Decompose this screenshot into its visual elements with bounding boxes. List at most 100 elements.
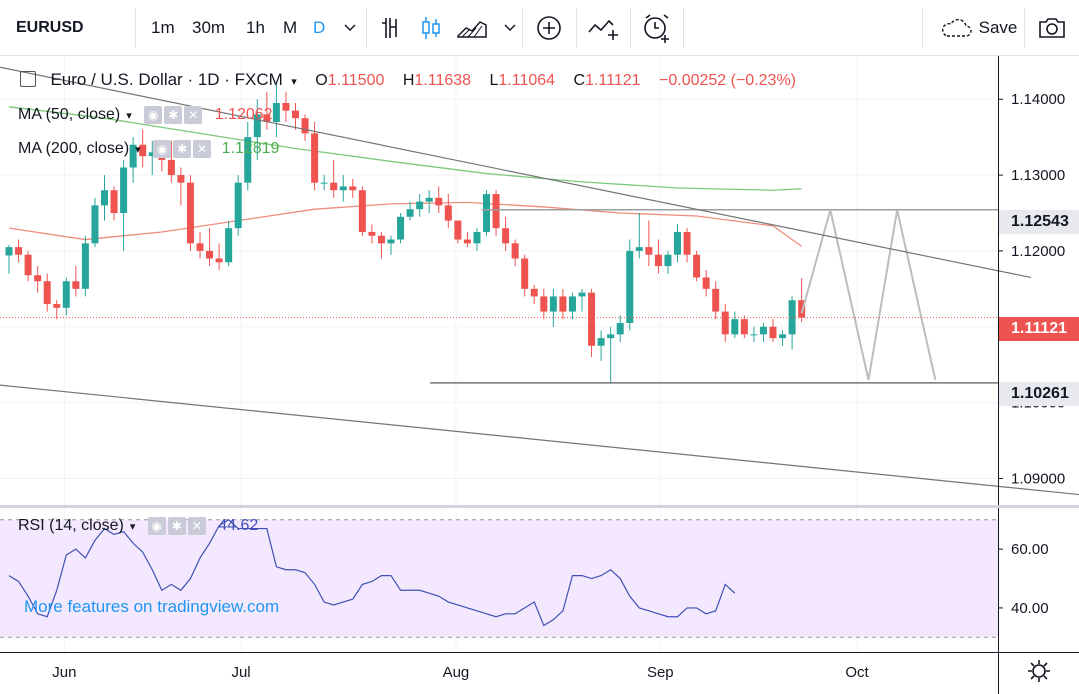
price-change: −0.00252 (−0.23%) bbox=[659, 72, 796, 89]
bar-style-icon[interactable] bbox=[378, 0, 404, 56]
chevron-down-icon[interactable] bbox=[342, 0, 358, 56]
close-icon[interactable]: ✕ bbox=[193, 140, 212, 158]
chevron-down-icon[interactable]: ▾ bbox=[291, 76, 297, 88]
candle-body bbox=[674, 231, 681, 255]
candle-body bbox=[43, 281, 51, 305]
interval-30m[interactable]: 30m bbox=[192, 18, 226, 37]
candle-body bbox=[683, 231, 691, 255]
close-icon[interactable]: ✕ bbox=[187, 517, 206, 535]
toolbar-separator bbox=[522, 8, 523, 48]
eye-icon[interactable]: ◉ bbox=[144, 106, 163, 124]
candle-body bbox=[368, 231, 376, 236]
compare-icon[interactable] bbox=[587, 0, 621, 56]
interval-1m[interactable]: 1m bbox=[151, 18, 175, 37]
upper-trendline bbox=[0, 66, 1031, 279]
rsi-line bbox=[0, 519, 998, 638]
candle-body bbox=[559, 296, 567, 312]
candle-down bbox=[712, 281, 720, 320]
candle-down bbox=[645, 220, 653, 267]
candle-body bbox=[196, 243, 204, 251]
toolbar-separator bbox=[576, 8, 577, 48]
candle-down bbox=[521, 254, 529, 297]
ohlc-high: H1.11638 bbox=[402, 72, 472, 89]
candle-style-icon[interactable] bbox=[418, 0, 444, 56]
chevron-down-icon[interactable] bbox=[502, 0, 518, 56]
candle-body bbox=[664, 254, 672, 267]
candle-body bbox=[779, 334, 787, 339]
candle-up bbox=[101, 175, 108, 221]
add-indicator-icon[interactable] bbox=[534, 0, 564, 56]
watermark-link[interactable]: More features on tradingview.com bbox=[24, 597, 280, 616]
camera-icon[interactable] bbox=[1036, 0, 1068, 56]
candle-down bbox=[301, 114, 309, 141]
candle-up bbox=[483, 190, 490, 236]
top-toolbar: EURUSD 1m 30m 1h M D Save bbox=[0, 0, 1079, 56]
toolbar-separator bbox=[366, 8, 367, 48]
candle-down bbox=[693, 250, 701, 282]
candle-up bbox=[626, 239, 634, 331]
candle-body bbox=[416, 201, 424, 210]
candle-body bbox=[5, 247, 13, 256]
candle-body bbox=[759, 326, 767, 335]
candle-body bbox=[731, 319, 739, 335]
candle-down bbox=[377, 231, 385, 259]
candle-body bbox=[511, 243, 519, 259]
candle-body bbox=[463, 239, 471, 244]
candle-down bbox=[435, 186, 443, 213]
alert-icon[interactable] bbox=[641, 0, 673, 56]
candle-down bbox=[349, 178, 357, 198]
chevron-down-icon[interactable]: ▾ bbox=[135, 144, 141, 157]
rsi-series-line bbox=[8, 519, 736, 627]
candle-body bbox=[521, 258, 529, 289]
candle-down bbox=[15, 239, 23, 263]
candle-body bbox=[530, 288, 538, 297]
candle-down bbox=[559, 288, 567, 320]
rsi-value: 44.62 bbox=[218, 517, 259, 535]
rsi-tick-label: 40.00 bbox=[1011, 600, 1049, 617]
gear-icon[interactable]: ✱ bbox=[167, 517, 186, 535]
candle-down bbox=[683, 228, 691, 263]
close-icon[interactable]: ✕ bbox=[184, 106, 203, 124]
candle-up bbox=[788, 296, 796, 350]
area-style-icon[interactable] bbox=[456, 0, 488, 56]
rsi-legend[interactable]: RSI (14, close) ▾ ◉ ✱ ✕ 44.62 bbox=[18, 517, 258, 535]
candle-body bbox=[721, 311, 729, 335]
gear-icon[interactable]: ✱ bbox=[173, 140, 192, 158]
last-price-label: 1.11121 bbox=[999, 317, 1079, 341]
candle-down bbox=[24, 250, 32, 282]
ma50-legend[interactable]: MA (50, close) ▾ ◉ ✱ ✕ 1.12062 bbox=[18, 106, 273, 124]
candle-body bbox=[15, 247, 23, 255]
candle-down bbox=[540, 288, 548, 320]
ma200-value: 1.12819 bbox=[221, 140, 280, 158]
candle-body bbox=[798, 300, 806, 318]
candle-body bbox=[53, 304, 61, 308]
candle-body bbox=[292, 110, 299, 119]
interval-d[interactable]: D bbox=[313, 18, 326, 37]
projected-path bbox=[800, 209, 937, 381]
eye-icon[interactable]: ◉ bbox=[153, 140, 172, 158]
candle-body bbox=[101, 190, 108, 206]
ohlc-close: C1.11121 bbox=[573, 72, 641, 89]
symbol-search[interactable]: EURUSD bbox=[16, 19, 84, 36]
candle-down bbox=[215, 243, 223, 270]
chevron-down-icon[interactable]: ▾ bbox=[126, 110, 132, 123]
candle-up bbox=[91, 197, 99, 248]
candle-body bbox=[387, 239, 395, 244]
settings-gear-icon[interactable] bbox=[1026, 658, 1052, 684]
interval-1h[interactable]: 1h bbox=[246, 18, 265, 37]
eye-icon[interactable]: ◉ bbox=[147, 517, 166, 535]
chevron-down-icon[interactable]: ▾ bbox=[129, 521, 136, 534]
symbol-title[interactable]: Euro / U.S. Dollar · 1D · FXCM bbox=[50, 70, 283, 89]
candle-body bbox=[616, 322, 624, 335]
candle-up bbox=[549, 288, 557, 327]
candle-body bbox=[244, 137, 252, 183]
candle-down bbox=[292, 103, 299, 130]
x-tick-label: Jun bbox=[52, 664, 76, 681]
interval-m[interactable]: M bbox=[283, 18, 298, 37]
save-button[interactable]: Save bbox=[933, 0, 1023, 56]
gear-icon[interactable]: ✱ bbox=[164, 106, 183, 124]
ma200-legend[interactable]: MA (200, close) ▾ ◉ ✱ ✕ 1.12819 bbox=[18, 140, 279, 158]
candle-body bbox=[502, 228, 510, 244]
collapse-icon[interactable] bbox=[20, 71, 36, 87]
